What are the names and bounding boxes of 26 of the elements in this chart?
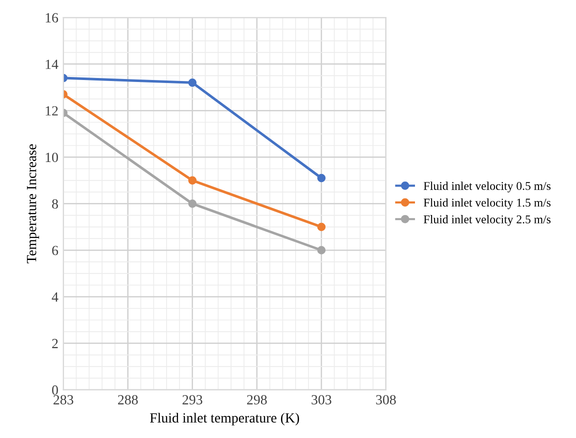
y-tick-label: 8 xyxy=(52,199,58,209)
legend-label: Fluid inlet velocity 2.5 m/s xyxy=(424,215,551,226)
x-tick-label: 308 xyxy=(376,395,396,404)
point xyxy=(188,200,197,208)
x-tick-label: 303 xyxy=(312,395,332,404)
point xyxy=(188,78,197,87)
y-tick-label: 16 xyxy=(46,13,58,22)
point xyxy=(317,222,326,232)
point xyxy=(188,176,197,185)
point xyxy=(317,174,326,182)
y-axis-title: Temperature Increase xyxy=(27,144,40,264)
legend-label: Fluid inlet velocity 0.5 m/s xyxy=(424,182,551,192)
point xyxy=(317,246,326,254)
y-tick-label: 2 xyxy=(52,338,58,348)
x-tick-label: 288 xyxy=(118,395,138,404)
x-tick-label: 298 xyxy=(247,395,267,404)
y-tick-label: 6 xyxy=(52,246,58,256)
x-tick-label: 293 xyxy=(182,395,202,404)
legend-label: Fluid inlet velocity 1.5 m/s xyxy=(424,198,551,210)
y-tick-label: 4 xyxy=(52,292,58,302)
y-tick-label: 10 xyxy=(46,152,58,162)
y-tick-label: 0 xyxy=(52,385,58,395)
x-axis-title: Fluid inlet temperature (K) xyxy=(150,412,300,426)
y-tick-label: 12 xyxy=(46,106,58,116)
y-tick-label: 14 xyxy=(46,60,58,69)
x-tick-label: 283 xyxy=(54,395,74,404)
